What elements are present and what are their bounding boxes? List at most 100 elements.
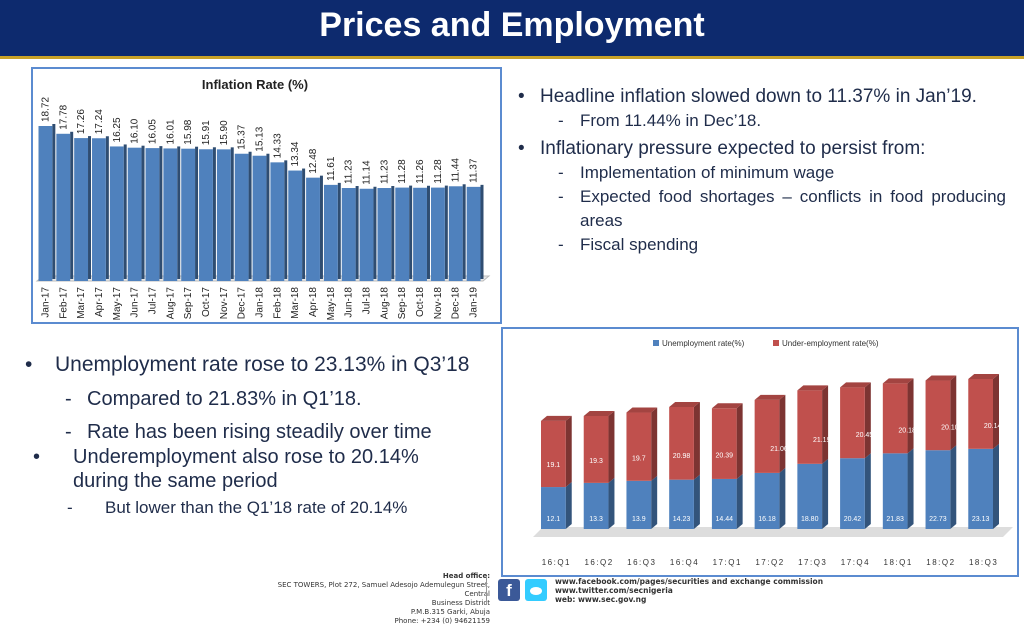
value-label: 14.33 bbox=[272, 133, 283, 158]
footer-links: www.facebook.com/pages/securities and ex… bbox=[555, 577, 823, 604]
value-label: 18.72 bbox=[40, 97, 51, 122]
bar-top bbox=[882, 378, 914, 384]
value-label: 16.01 bbox=[165, 119, 176, 144]
bar-side bbox=[608, 410, 615, 483]
value-label: 15.98 bbox=[183, 119, 194, 144]
header-bar bbox=[0, 0, 1024, 59]
sub-text: Compared to 21.83% in Q1’18. bbox=[87, 388, 362, 410]
bar-top bbox=[583, 410, 615, 416]
bar-segment bbox=[711, 478, 737, 529]
bar-segment bbox=[626, 480, 652, 529]
bar-side bbox=[355, 186, 359, 279]
value-label: 19.1 bbox=[547, 462, 561, 469]
sub-point: - From 11.44% in Dec’18. bbox=[558, 111, 762, 130]
bar-side bbox=[123, 144, 127, 279]
bar-top bbox=[669, 401, 700, 407]
bar-side bbox=[177, 146, 181, 279]
value-label: 13.9 bbox=[632, 516, 646, 523]
bar bbox=[359, 188, 374, 281]
value-label: 21.83 bbox=[886, 516, 904, 523]
x-tick-label: 17:Q4 bbox=[841, 558, 870, 567]
bar-segment bbox=[925, 380, 951, 451]
bar-side bbox=[907, 448, 914, 529]
x-tick-label: 18:Q1 bbox=[884, 558, 913, 567]
divider bbox=[486, 576, 487, 604]
point: • Headline inflation slowed down to 11.37… bbox=[518, 86, 977, 107]
bar bbox=[92, 138, 106, 281]
x-tick-label: Nov-18 bbox=[433, 287, 444, 320]
value-label: 13.34 bbox=[290, 141, 301, 166]
value-label: 12.1 bbox=[547, 516, 561, 523]
point: • Unemployment rate rose to 23.13% in Q3’… bbox=[25, 353, 470, 376]
bar-top bbox=[754, 394, 786, 400]
bar-side bbox=[864, 453, 871, 529]
bar-side bbox=[462, 184, 466, 279]
x-tick-label: Jan-17 bbox=[40, 287, 51, 318]
link[interactable]: www.facebook.com/pages/securities and ex… bbox=[555, 577, 824, 586]
bar-side bbox=[993, 443, 999, 529]
sub-point: - But lower than the Q1’18 rate of 20.14% bbox=[67, 498, 408, 517]
x-tick-label: 16:Q4 bbox=[670, 558, 699, 567]
sub-text: Implementation of minimum wage bbox=[580, 163, 835, 182]
inflation-points: • Headline inflation slowed down to 11.37… bbox=[518, 85, 1006, 257]
x-tick-label: Feb-17 bbox=[58, 287, 69, 319]
facebook-icon bbox=[498, 579, 520, 601]
bar-side bbox=[993, 374, 999, 449]
address-line: P.M.B.315 Garki, Abuja bbox=[410, 608, 490, 616]
bar-side bbox=[266, 153, 270, 279]
x-tick-label: Aug-17 bbox=[165, 287, 176, 320]
value-label: 14.44 bbox=[716, 516, 734, 523]
x-tick-label: 17:Q2 bbox=[755, 558, 784, 567]
link[interactable]: www.twitter.com/secnigeria bbox=[555, 586, 673, 595]
bar-top bbox=[626, 407, 658, 413]
bar-segment bbox=[882, 383, 908, 454]
x-tick-label: Jul-17 bbox=[147, 287, 158, 315]
bar-segment bbox=[754, 472, 780, 529]
bar-side bbox=[319, 175, 323, 279]
value-label: 16.10 bbox=[130, 118, 141, 143]
bar-side bbox=[141, 145, 145, 279]
bar bbox=[56, 133, 71, 281]
value-label: 11.23 bbox=[344, 159, 355, 184]
bar-segment bbox=[541, 420, 566, 488]
bar bbox=[145, 148, 160, 281]
bar bbox=[466, 186, 481, 281]
value-label: 16.05 bbox=[147, 119, 158, 144]
bar-side bbox=[337, 182, 341, 279]
bar-side bbox=[426, 185, 430, 279]
value-label: 11.28 bbox=[397, 159, 408, 184]
legend-swatch bbox=[653, 340, 659, 346]
bar-side bbox=[391, 186, 395, 279]
sub-text: From 11.44% in Dec’18. bbox=[580, 111, 762, 130]
bar-side bbox=[651, 475, 658, 529]
bar bbox=[163, 148, 178, 281]
value-label: 14.23 bbox=[673, 516, 691, 523]
bar bbox=[181, 148, 196, 281]
point: • Underemployment also rose to 20.14% dur… bbox=[33, 446, 419, 492]
bar-segment bbox=[711, 408, 737, 479]
bar-side bbox=[864, 382, 871, 459]
value-label: 15.91 bbox=[201, 120, 212, 145]
footer-address: Head office: SEC TOWERS, Plot 272, Samue… bbox=[250, 572, 490, 626]
bar-segment bbox=[754, 399, 780, 473]
employment-chart: Unemployment rate(%) Under-employment rat… bbox=[533, 339, 1013, 567]
value-label: 16.18 bbox=[758, 516, 776, 523]
bar-segment bbox=[882, 453, 908, 529]
bar bbox=[306, 177, 320, 281]
value-label: 15.90 bbox=[219, 120, 230, 145]
value-label: 20.18 bbox=[898, 427, 916, 434]
x-tick-label: Mar-18 bbox=[290, 287, 301, 319]
sub-text: Expected food shortages – conflicts in f… bbox=[580, 187, 1006, 230]
bar-top bbox=[968, 374, 999, 379]
value-label: 20.42 bbox=[844, 516, 862, 523]
bar-segment bbox=[669, 406, 694, 480]
value-label: 19.7 bbox=[632, 455, 646, 462]
bar-segment bbox=[925, 450, 951, 529]
bar-segment bbox=[797, 463, 823, 529]
x-tick-label: Sep-17 bbox=[183, 287, 194, 320]
link[interactable]: web: www.sec.gov.ng bbox=[555, 595, 647, 604]
sub-point: - Expected food shortages – conflicts in … bbox=[558, 187, 1006, 230]
bar-side bbox=[565, 482, 572, 529]
bar-side bbox=[409, 185, 413, 279]
